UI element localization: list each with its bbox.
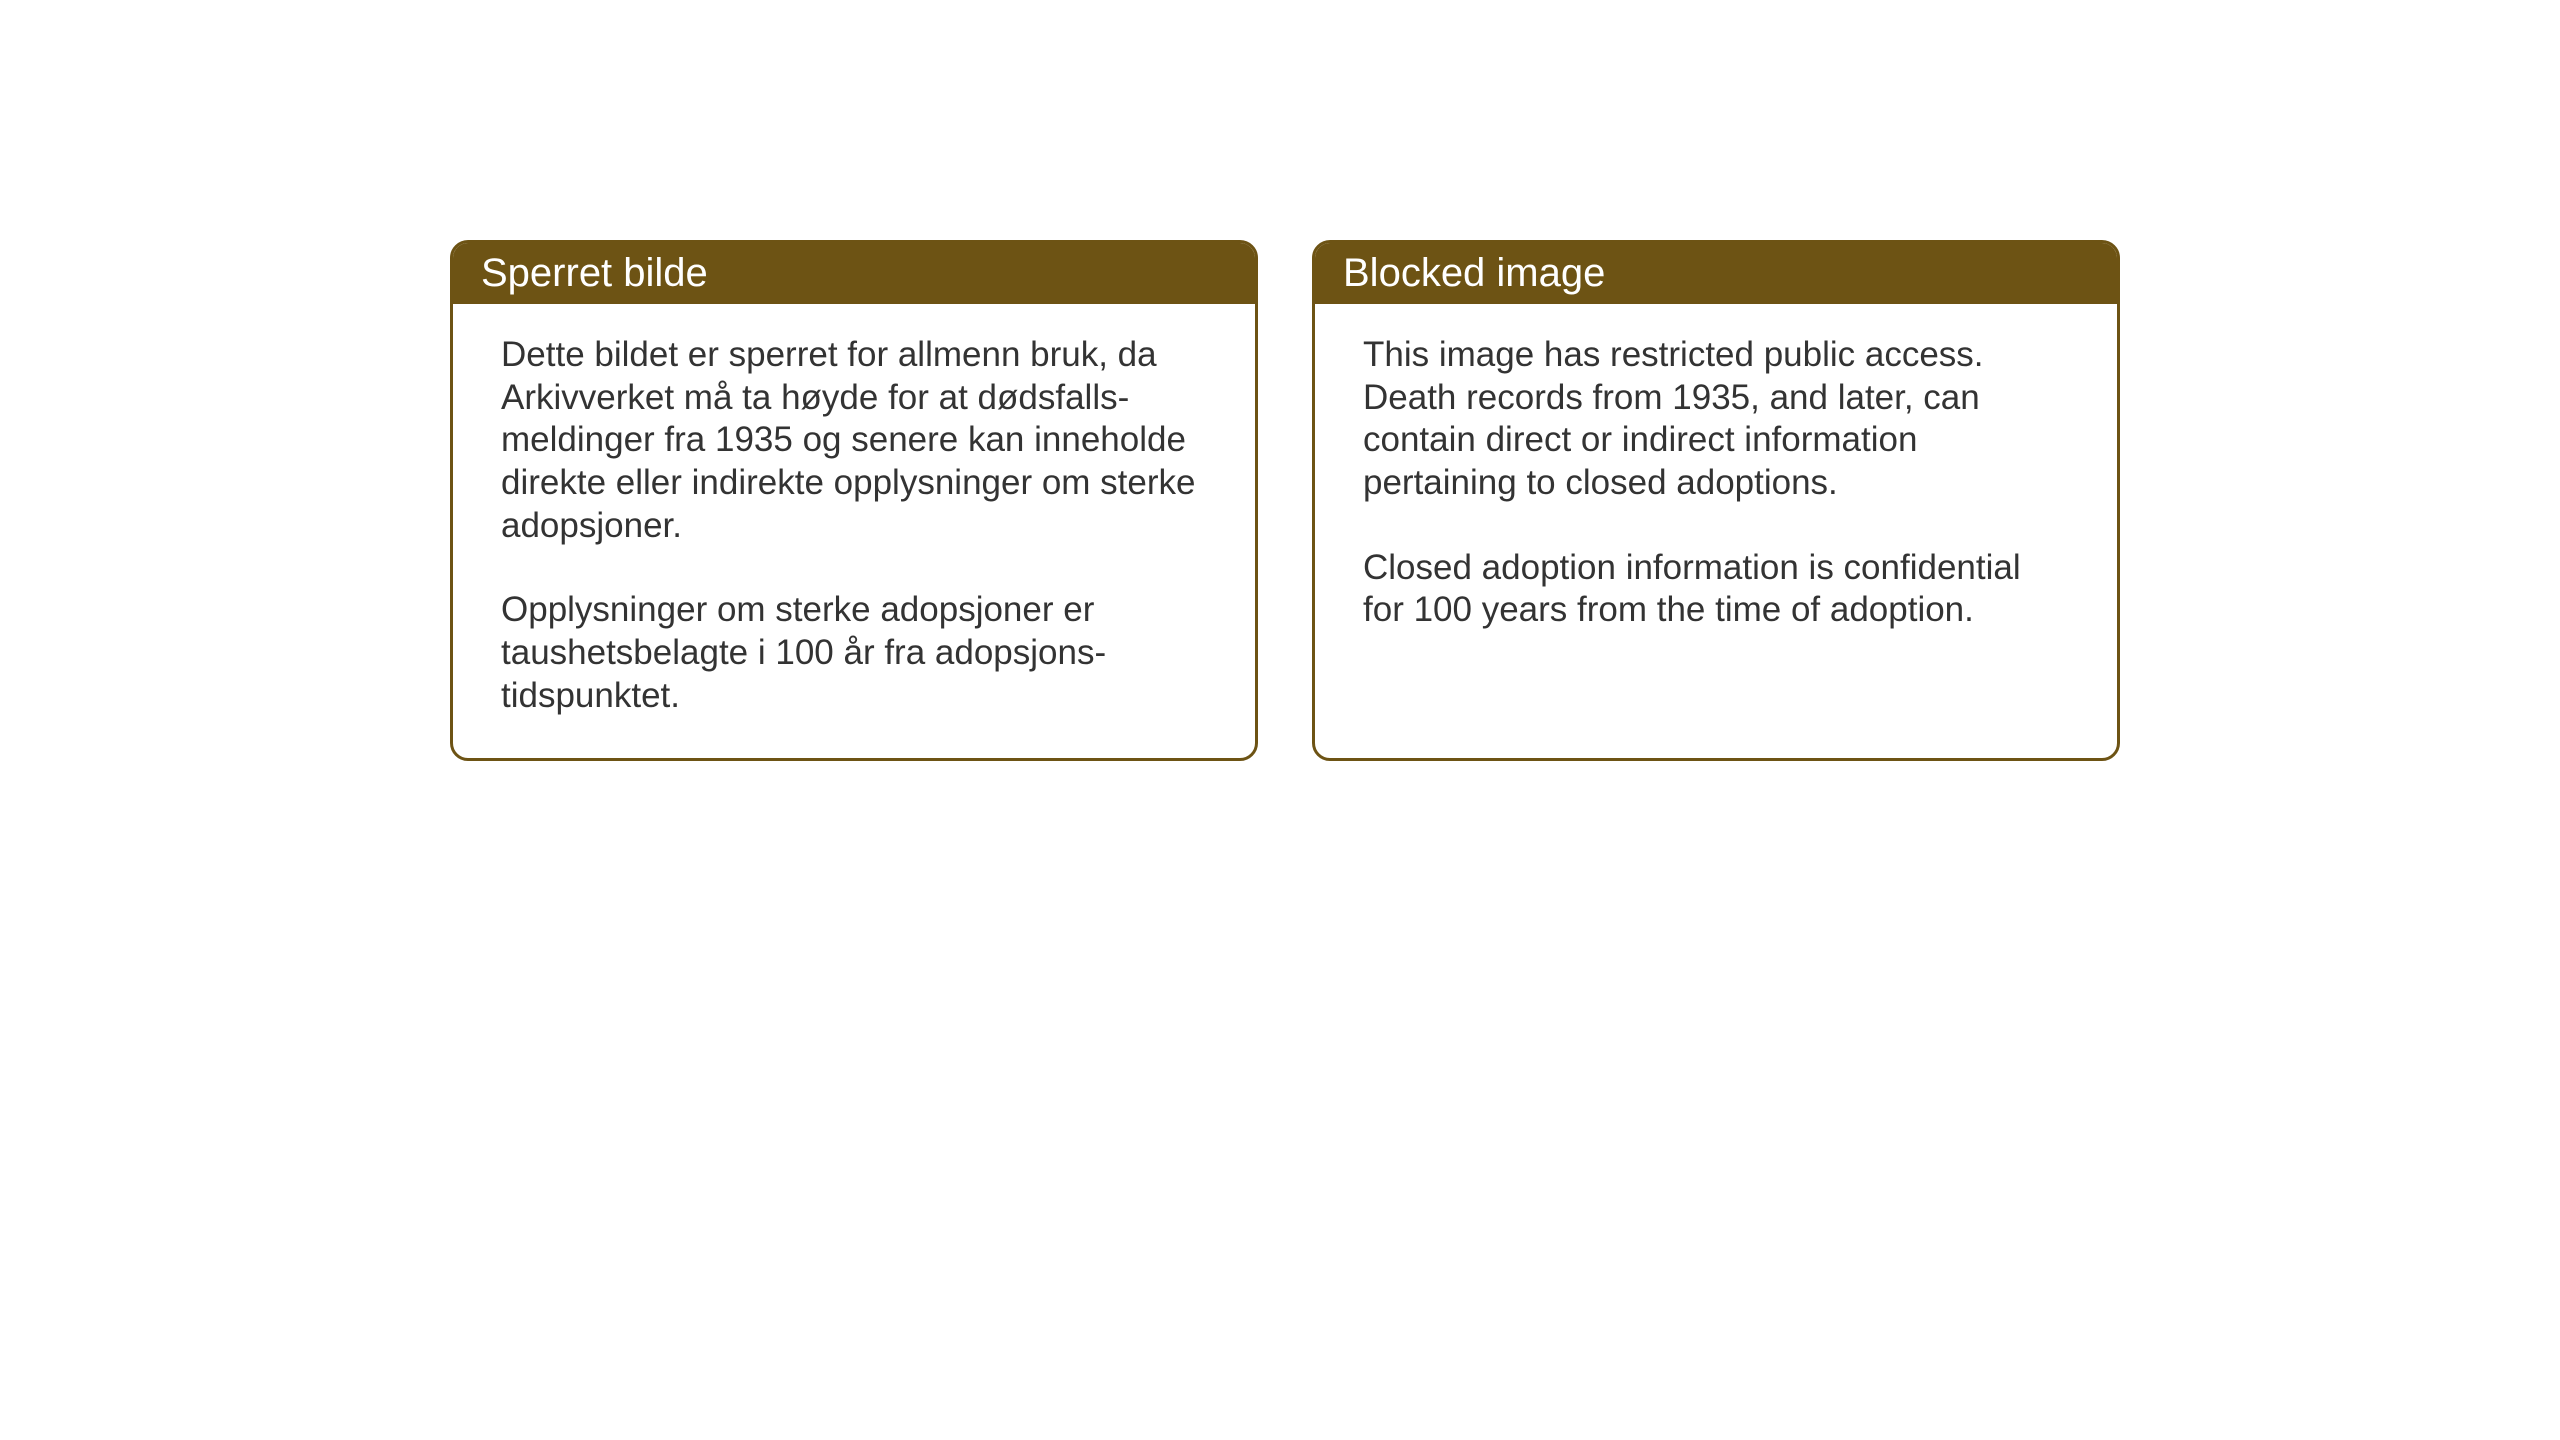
info-box-header: Blocked image: [1315, 243, 2117, 304]
info-box-paragraph: Closed adoption information is confident…: [1363, 547, 2069, 632]
info-box-body: Dette bildet er sperret for allmenn bruk…: [453, 304, 1255, 758]
info-box-paragraph: This image has restricted public access.…: [1363, 334, 2069, 505]
info-box-header: Sperret bilde: [453, 243, 1255, 304]
info-box-paragraph: Opplysninger om sterke adopsjoner er tau…: [501, 589, 1207, 717]
info-box-paragraph: Dette bildet er sperret for allmenn bruk…: [501, 334, 1207, 547]
info-box-norwegian: Sperret bilde Dette bildet er sperret fo…: [450, 240, 1258, 761]
info-box-container: Sperret bilde Dette bildet er sperret fo…: [450, 240, 2560, 761]
info-box-english: Blocked image This image has restricted …: [1312, 240, 2120, 761]
info-box-body: This image has restricted public access.…: [1315, 304, 2117, 724]
